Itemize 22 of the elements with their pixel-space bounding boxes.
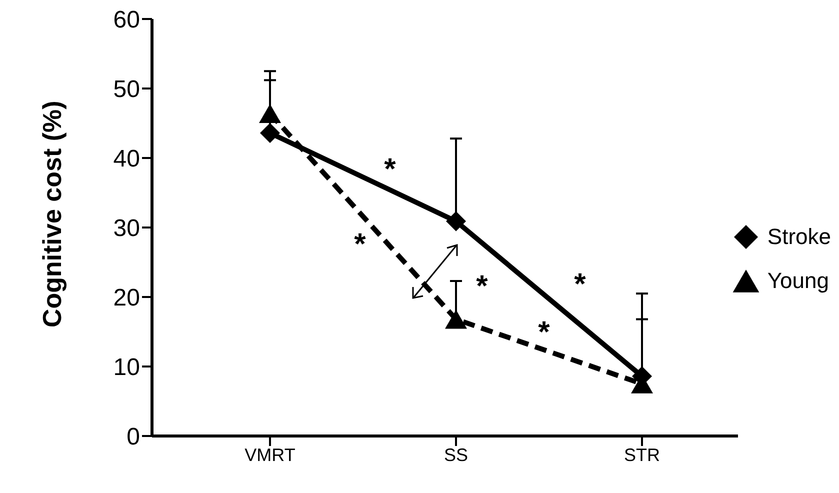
annotation: * [476,270,488,303]
y-tick-label: 40 [113,146,140,173]
y-tick-label: 20 [113,284,140,312]
legend-label: Young [767,268,830,294]
y-tick-label: 30 [113,215,140,242]
legend-label: Stroke [767,224,831,250]
y-axis-title: Cognitive cost (%) [37,100,68,328]
annotation: * [538,316,550,349]
x-tick-label: VMRT [244,444,296,465]
point [259,104,281,124]
point [445,310,467,329]
y-tick-label: 10 [113,354,140,382]
y-tick-label: 60 [113,6,140,34]
x-tick-label: SS [444,444,468,465]
annotation: * [574,268,586,301]
y-tick-label: 0 [126,424,140,451]
annotation: * [384,153,396,186]
point [446,211,466,232]
y-tick-label: 50 [113,76,140,104]
x-tick-label: STR [624,444,660,465]
annotation: * [354,228,366,261]
point [260,122,280,143]
